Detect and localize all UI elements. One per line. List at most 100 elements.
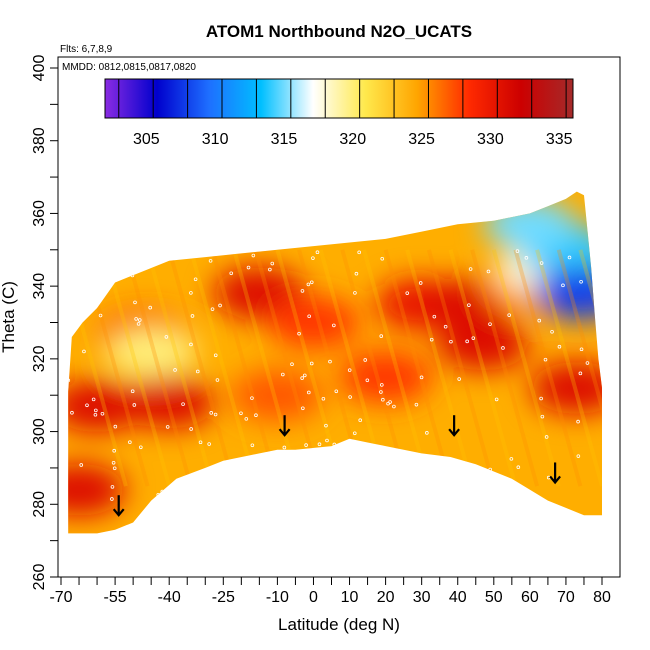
observation-point: [290, 362, 294, 367]
observation-point: [405, 291, 410, 295]
observation-point: [520, 495, 525, 499]
observation-point: [330, 489, 334, 493]
observation-point: [134, 317, 138, 321]
texture-streak: [253, 249, 323, 487]
observation-point: [270, 261, 275, 266]
observation-point: [307, 390, 311, 395]
observation-point: [304, 443, 308, 447]
observation-point: [297, 331, 301, 336]
observation-point: [457, 377, 461, 381]
observation-point: [363, 358, 368, 362]
observation-point: [300, 289, 305, 293]
observation-point: [543, 357, 548, 362]
observation-point: [189, 291, 193, 295]
observation-point: [550, 329, 554, 334]
observation-point: [190, 314, 195, 318]
y-axis: 260 280 300 320 340 360 380 400: [31, 55, 59, 590]
x-tick-label: 20: [377, 589, 395, 606]
observation-point: [98, 313, 103, 318]
y-tick-label: 280: [31, 491, 48, 518]
observation-point: [79, 463, 84, 467]
observation-point: [281, 474, 286, 479]
observation-point: [315, 250, 320, 255]
observation-point: [164, 335, 169, 339]
observation-point: [139, 445, 143, 450]
x-tick-label: -40: [158, 589, 181, 606]
observation-point: [419, 375, 424, 380]
colorbar-label: 315: [271, 131, 298, 148]
colorbar-label: 330: [477, 131, 504, 148]
observation-point: [471, 336, 476, 340]
observation-point: [130, 389, 135, 394]
texture-streak: [383, 249, 453, 487]
value-region: [483, 198, 576, 251]
texture-streak: [600, 249, 602, 487]
observation-point: [516, 465, 521, 470]
observation-point: [392, 404, 396, 409]
observation-point: [362, 496, 367, 500]
observation-point: [579, 279, 583, 284]
colorbar: 305 310 315 320 325 330 335: [104, 78, 574, 148]
observation-point: [365, 378, 370, 383]
observation-point: [321, 396, 326, 401]
observation-point: [540, 414, 545, 419]
observation-point: [242, 495, 247, 500]
arrow-marker: [112, 495, 125, 517]
y-axis-label: Theta (C): [0, 281, 18, 353]
mmdd-note: MMDD: 0812,0815,0817,0820: [62, 62, 196, 73]
texture-streak: [123, 249, 193, 487]
observation-point: [213, 353, 218, 358]
observation-point: [494, 397, 499, 402]
texture-streak: [232, 249, 301, 487]
observation-point: [488, 322, 492, 326]
observation-point: [324, 423, 328, 428]
observation-point: [399, 480, 404, 485]
x-tick-label: 40: [449, 589, 467, 606]
observation-point: [585, 361, 590, 365]
observation-point: [218, 303, 222, 308]
observation-point: [234, 496, 239, 501]
texture-streak: [145, 249, 215, 487]
observation-point: [85, 403, 89, 408]
observation-point: [449, 339, 453, 344]
observation-point: [193, 277, 198, 282]
observation-point: [157, 251, 161, 256]
colorbar-label: 305: [133, 131, 160, 148]
observation-point: [576, 454, 581, 458]
texture-streak: [491, 249, 561, 487]
observation-point: [137, 318, 142, 322]
x-tick-label: 50: [485, 589, 503, 606]
observation-point: [317, 442, 322, 447]
observation-point: [427, 459, 432, 464]
observation-point: [328, 359, 332, 364]
observation-point: [70, 310, 75, 314]
observation-point: [311, 256, 315, 260]
observation-point: [94, 408, 98, 413]
observation-point: [108, 266, 113, 271]
value-region: [68, 380, 144, 433]
value-region: [267, 296, 360, 349]
observation-point: [93, 412, 98, 417]
observation-point: [544, 435, 549, 439]
observation-point: [195, 369, 200, 374]
observation-point: [418, 463, 422, 467]
observation-point: [154, 502, 158, 506]
observation-point: [432, 314, 437, 319]
texture-streak: [102, 249, 172, 487]
observation-point: [353, 291, 357, 295]
observation-point: [380, 256, 385, 261]
y-tick-label: 360: [31, 200, 48, 227]
observation-point: [537, 318, 542, 323]
observation-point: [210, 307, 215, 311]
observation-point: [334, 389, 339, 394]
observation-point: [301, 483, 306, 487]
observation-point: [237, 461, 242, 466]
observation-point: [309, 361, 314, 366]
chart-title: ATOM1 Northbound N2O_UCATS: [206, 22, 472, 41]
observation-point: [348, 395, 352, 399]
x-tick-label: 80: [593, 589, 611, 606]
observation-point: [281, 372, 285, 377]
observation-point: [302, 373, 307, 378]
observation-point: [379, 390, 383, 394]
observation-point: [239, 411, 243, 416]
